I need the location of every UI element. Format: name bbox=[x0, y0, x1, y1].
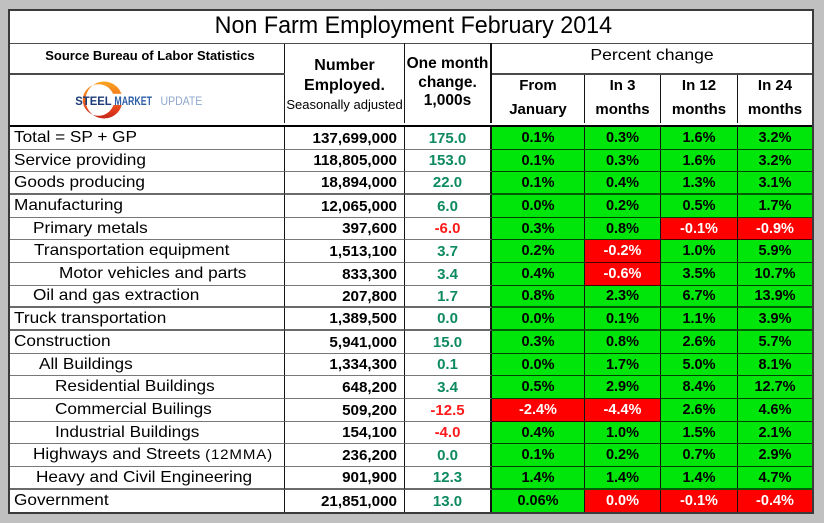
svg-text:MARKET: MARKET bbox=[114, 95, 152, 108]
svg-text:UPDATE: UPDATE bbox=[161, 95, 203, 108]
svg-text:STEEL: STEEL bbox=[75, 95, 111, 108]
